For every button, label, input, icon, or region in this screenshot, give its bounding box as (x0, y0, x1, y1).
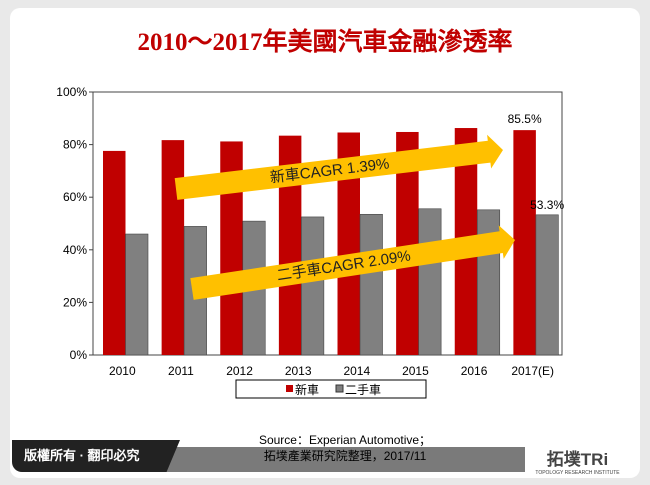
legend-label: 新車 (295, 382, 319, 397)
bar-new-2010 (103, 150, 126, 355)
data-label-new-2017: 85.5% (508, 112, 542, 126)
bar-used-2016 (476, 209, 501, 356)
data-label-used-2017: 53.3% (530, 198, 564, 212)
bar-used-2013 (301, 216, 325, 356)
bar-new-2015 (396, 131, 419, 355)
y-tick-label: 80% (63, 138, 87, 152)
y-tick-label: 60% (63, 190, 87, 204)
plot-area (92, 91, 563, 356)
chart-title: 2010～2017年美國汽車金融滲透率 (137, 29, 513, 56)
y-tick-label: 20% (63, 295, 87, 309)
cagr-arrow (190, 225, 515, 300)
source-line-2: 拓墣產業研究院整理，2017/11 (263, 449, 427, 463)
x-tick-label: 2014 (343, 364, 370, 378)
x-tick-label: 2017(E) (511, 364, 554, 378)
x-tick-label: 2015 (402, 364, 429, 378)
tri-logo: 拓墣TRi TOPOLOGY RESEARCH INSTITUTE (520, 445, 635, 476)
legend-box (235, 379, 427, 399)
y-tick-label: 0% (70, 348, 88, 362)
source-note: Source：Experian Automotive； 拓墣產業研究院整理，20… (180, 432, 510, 464)
x-tick-label: 2011 (168, 364, 194, 378)
bar-new-2014 (337, 132, 360, 355)
bar-new-2013 (278, 135, 302, 355)
x-tick-label: 2016 (461, 364, 488, 378)
bar-used-2015 (418, 208, 442, 356)
legend-swatch (335, 384, 344, 393)
legend-label: 二手車 (345, 383, 381, 397)
bar-used-2010 (125, 233, 149, 356)
bar-new-2012 (220, 141, 243, 355)
bar-used-2014 (359, 213, 383, 356)
bar-new-2011 (161, 140, 185, 355)
logo-subtext: TOPOLOGY RESEARCH INSTITUTE (535, 470, 620, 476)
logo-text: 拓墣TRi (546, 450, 609, 469)
cagr-arrow (174, 134, 503, 200)
copyright-notice: 版權所有 · 翻印必究 (12, 440, 180, 472)
x-tick-label: 2010 (109, 364, 136, 378)
y-tick-label: 40% (63, 243, 87, 257)
y-tick-label: 100% (56, 85, 87, 99)
legend-swatch (286, 385, 293, 392)
footer-bar (165, 447, 525, 472)
x-tick-label: 2012 (226, 364, 253, 378)
bar-used-2017(E) (535, 214, 559, 356)
x-tick-label: 2013 (285, 364, 312, 378)
bar-new-2017(E) (513, 130, 536, 355)
source-line-1: Source：Experian Automotive； (258, 433, 432, 447)
